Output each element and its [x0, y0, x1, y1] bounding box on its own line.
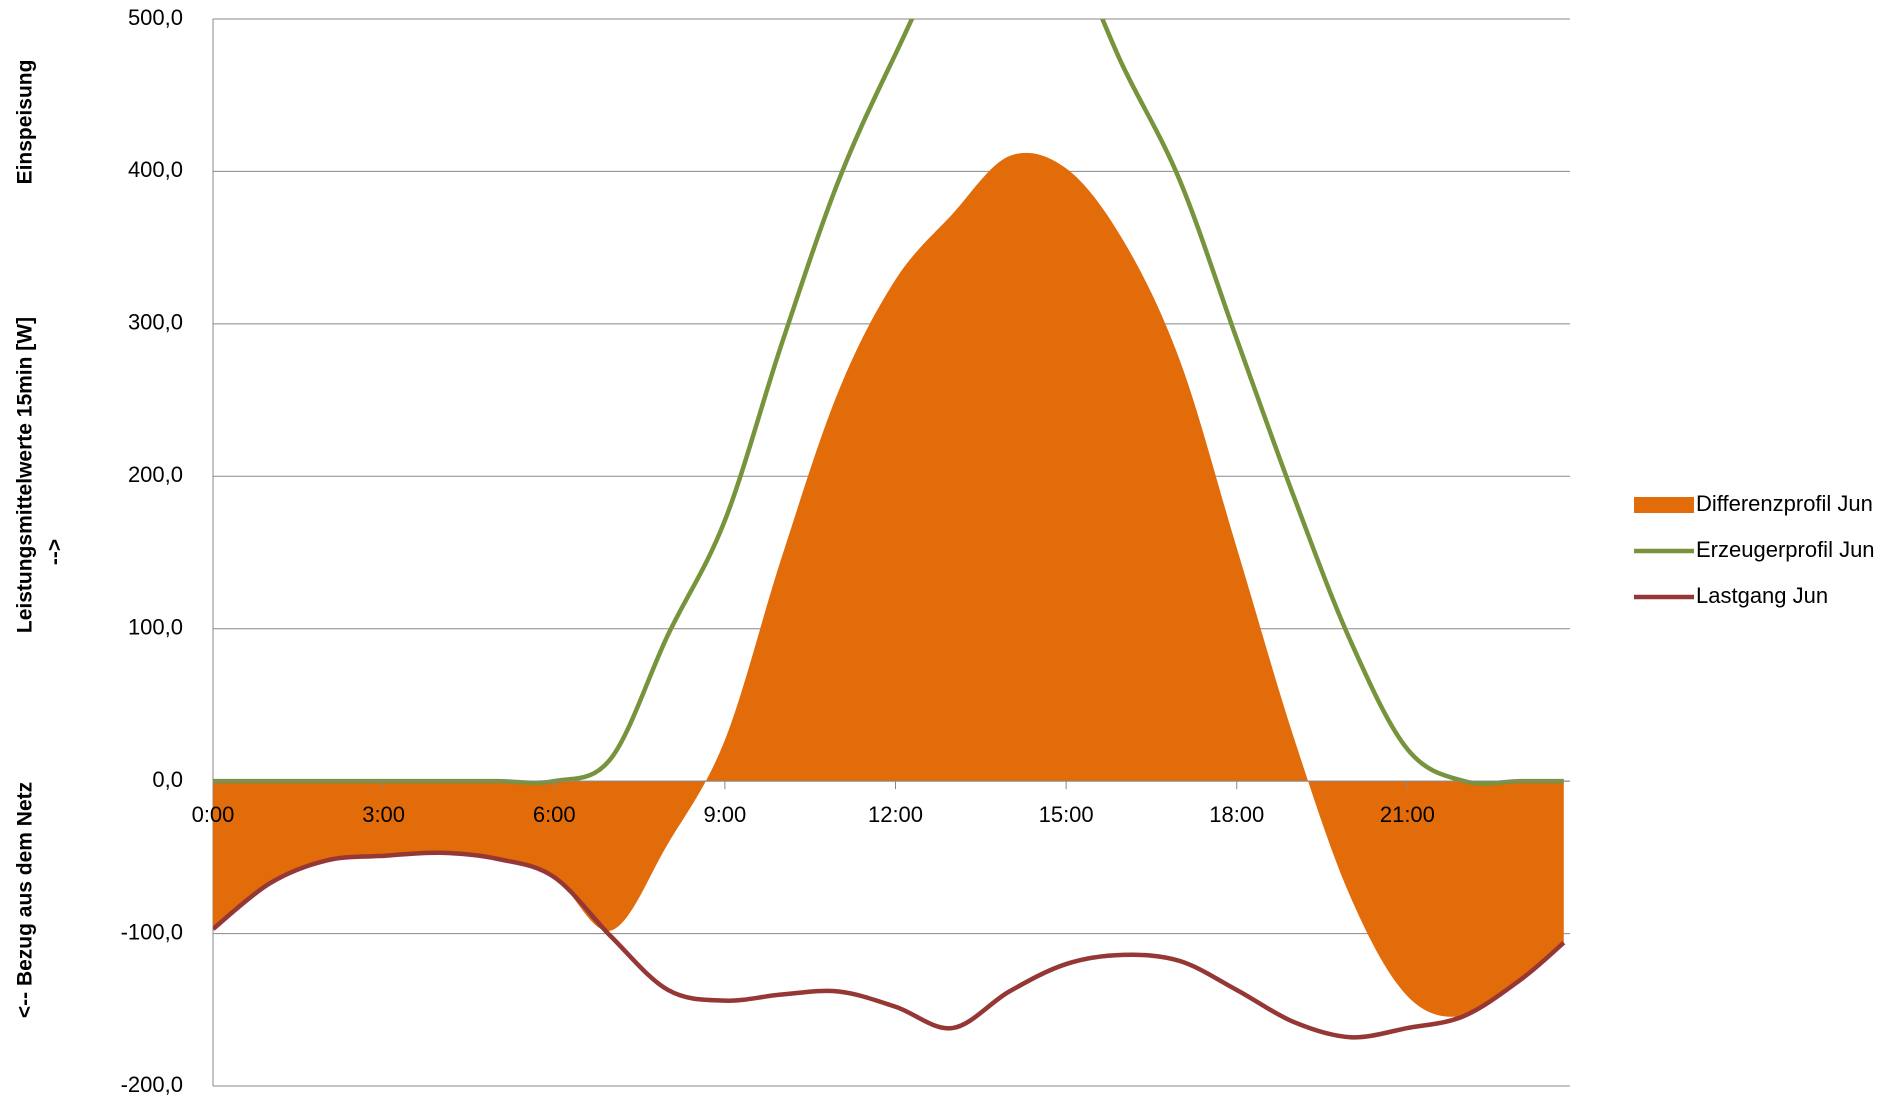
x-tick-label: 15:00: [1039, 802, 1094, 827]
area: [213, 152, 1564, 1017]
legend-label: Lastgang Jun: [1696, 583, 1828, 608]
y-tick-label: 400,0: [128, 157, 183, 182]
legend-swatch: [1634, 497, 1694, 513]
y-axis-title-top: Einspeisung: [14, 60, 37, 185]
y-tick-label: 500,0: [128, 5, 183, 30]
x-tick-label: 0:00: [192, 802, 235, 827]
x-tick-label: 12:00: [868, 802, 923, 827]
y-tick-label: 0,0: [152, 767, 183, 792]
x-tick-label: 21:00: [1380, 802, 1435, 827]
legend-label: Differenzprofil Jun: [1696, 491, 1873, 516]
x-tick-label: 9:00: [703, 802, 746, 827]
x-tick-label: 3:00: [362, 802, 405, 827]
y-tick-label: -100,0: [121, 919, 183, 944]
line: [213, 850, 1566, 1040]
y-tick-label: -200,0: [121, 1072, 183, 1096]
y-tick-label: 300,0: [128, 310, 183, 335]
plot-area: [213, 19, 1566, 1040]
x-tick-label: 18:00: [1209, 802, 1264, 827]
y-axis-title-bottom: <-- Bezug aus dem Netz: [14, 782, 37, 1018]
y-axis-title: Leistungsmittelwerte 15min [W]: [14, 317, 37, 633]
x-tick-label: 6:00: [533, 802, 576, 827]
y-axis-title-arrow: -->: [44, 539, 67, 565]
y-tick-label: 200,0: [128, 462, 183, 487]
legend-label: Erzeugerprofil Jun: [1696, 537, 1875, 562]
y-tick-label: 100,0: [128, 615, 183, 640]
